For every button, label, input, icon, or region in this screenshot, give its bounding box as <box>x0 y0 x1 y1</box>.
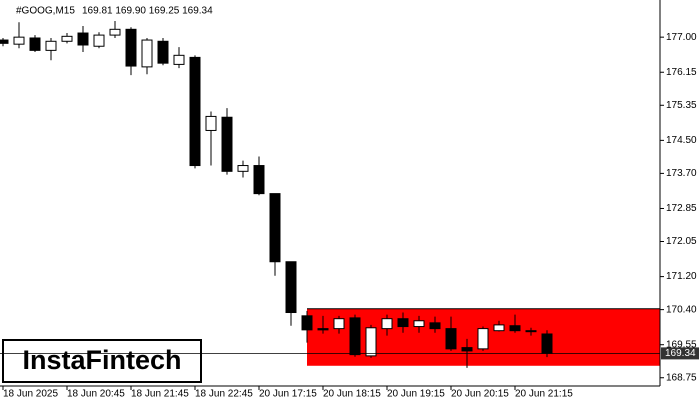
candle-body <box>541 333 553 354</box>
quote: 169.81 169.90 169.25 169.34 <box>82 6 213 17</box>
y-tick-label: 172.85 <box>666 203 697 214</box>
last-price-label: 169.34 <box>665 348 696 359</box>
candle-body <box>205 115 217 131</box>
logo-box <box>2 339 202 383</box>
candle-body <box>493 324 505 332</box>
candle-body <box>45 40 57 51</box>
x-tick-label: 20 Jun 19:15 <box>387 389 445 400</box>
last-price-box <box>661 347 699 360</box>
candle-body <box>477 328 489 350</box>
candle-body <box>413 320 425 328</box>
candle-body <box>13 36 25 45</box>
candle-body <box>397 318 409 328</box>
y-tick-label: 168.75 <box>666 372 697 383</box>
candle-body <box>509 325 521 332</box>
candle-body <box>525 330 537 333</box>
candle-body <box>461 347 473 352</box>
candle-body <box>141 39 153 68</box>
candle-body <box>125 28 137 67</box>
y-tick-label: 173.70 <box>666 168 697 179</box>
y-tick-label: 174.50 <box>666 135 697 146</box>
candle-body <box>285 261 297 314</box>
candle-body <box>173 54 185 65</box>
candle-body <box>29 37 41 51</box>
candle-body <box>221 116 233 172</box>
candle-body <box>381 318 393 330</box>
chart-title: #GOOG,M15 <box>16 6 75 17</box>
x-tick-label: 18 Jun 2025 <box>3 389 58 400</box>
y-tick-label: 171.20 <box>666 271 697 282</box>
candle-body <box>0 39 9 44</box>
y-tick-label: 177.00 <box>666 32 697 43</box>
x-tick-label: 18 Jun 22:45 <box>195 389 253 400</box>
candle-body <box>349 317 361 356</box>
candle-body <box>301 315 313 331</box>
y-tick-label: 170.40 <box>666 304 697 315</box>
candle-body <box>109 28 121 36</box>
x-tick-label: 18 Jun 21:45 <box>131 389 189 400</box>
candle-body <box>317 328 329 331</box>
y-tick-label: 169.55 <box>666 339 697 350</box>
candle-body <box>189 56 201 167</box>
candle-body <box>365 327 377 357</box>
logo: InstaFintech <box>22 345 181 375</box>
x-tick-label: 20 Jun 18:15 <box>323 389 381 400</box>
y-tick-label: 172.05 <box>666 236 697 247</box>
y-tick-label: 176.15 <box>666 67 697 78</box>
candle-body <box>445 328 457 350</box>
candle-body <box>429 322 441 330</box>
candle-body <box>333 318 345 330</box>
candle-body <box>269 193 281 263</box>
plot-area <box>0 21 660 368</box>
y-tick-label: 175.35 <box>666 100 697 111</box>
candle-body <box>77 32 89 46</box>
x-tick-label: 20 Jun 20:15 <box>451 389 509 400</box>
x-tick-label: 20 Jun 17:15 <box>259 389 317 400</box>
candle-body <box>253 165 265 195</box>
candle-body <box>157 40 169 64</box>
candle-body <box>237 165 249 172</box>
candle-body <box>93 34 105 47</box>
x-tick-label: 18 Jun 20:45 <box>67 389 125 400</box>
x-tick-label: 20 Jun 21:15 <box>515 389 573 400</box>
candle-body <box>61 35 73 42</box>
